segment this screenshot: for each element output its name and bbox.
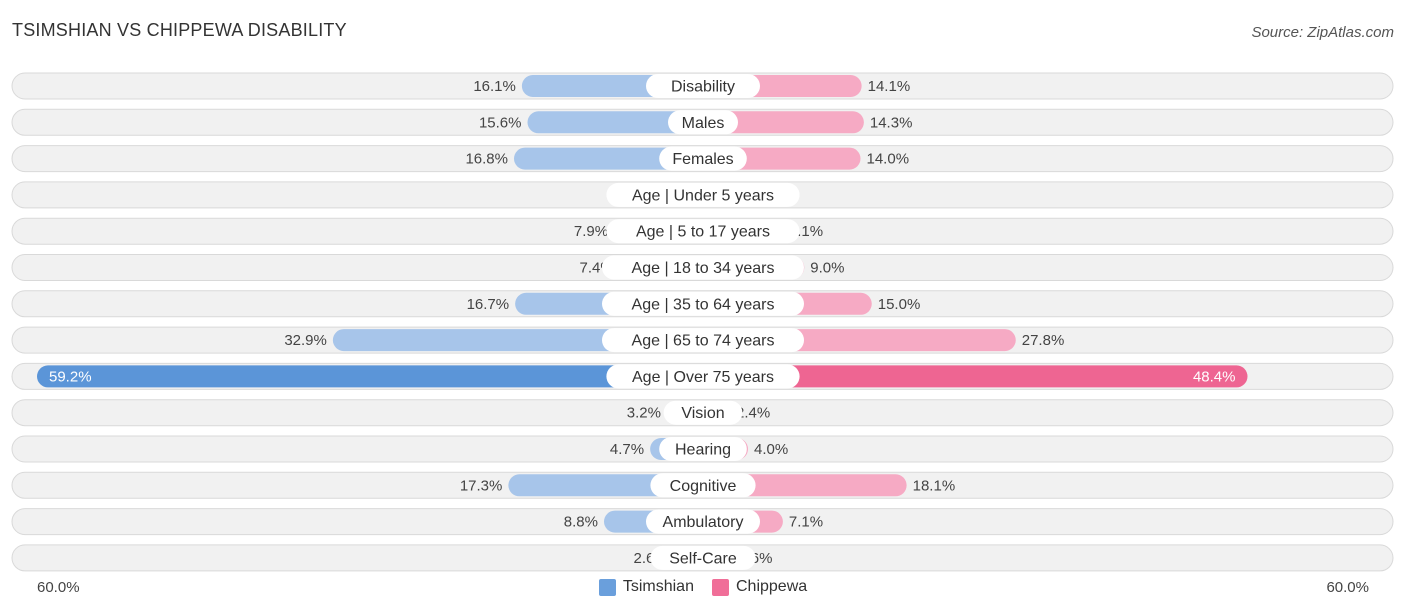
- category-label-age-18-to-34-years: Age | 18 to 34 years: [632, 260, 775, 277]
- category-pill-age-65-to-74-years: [602, 328, 804, 353]
- category-pill-hearing: [659, 437, 747, 461]
- legend-item-chippewa: Chippewa: [711, 578, 808, 596]
- value-label-tsimshian-vision: 3.2%: [627, 405, 661, 422]
- category-label-males: Males: [682, 115, 725, 132]
- axis-left-label: 60.0%: [37, 579, 80, 596]
- axis-right-label: 60.0%: [1326, 579, 1369, 596]
- category-pill-age-18-to-34-years: [602, 255, 804, 280]
- value-label-chippewa-disability: 14.1%: [868, 78, 911, 95]
- value-label-tsimshian-cognitive: 17.3%: [460, 477, 503, 494]
- category-pill-females: [659, 146, 747, 171]
- value-label-tsimshian-age-35-to-64-years: 16.7%: [467, 296, 510, 313]
- category-label-cognitive: Cognitive: [670, 478, 737, 495]
- category-label-age-5-to-17-years: Age | 5 to 17 years: [636, 224, 770, 241]
- chart-title: TSIMSHIAN VS CHIPPEWA DISABILITY: [12, 20, 347, 40]
- bar-tsimshian-males: [527, 111, 703, 134]
- category-pill-age-under-5-years: [606, 182, 800, 207]
- value-label-tsimshian-hearing: 4.7%: [610, 441, 644, 458]
- value-label-tsimshian-age-65-to-74-years: 32.9%: [284, 332, 327, 349]
- category-pill-ambulatory: [646, 509, 760, 534]
- legend-item-tsimshian: Tsimshian: [598, 578, 694, 596]
- source-note: Source: ZipAtlas.com: [1251, 24, 1394, 41]
- category-label-females: Females: [672, 151, 733, 168]
- value-label-tsimshian-disability: 16.1%: [473, 78, 516, 95]
- value-label-tsimshian-ambulatory: 8.8%: [564, 514, 598, 531]
- value-label-chippewa-vision: 2.4%: [736, 405, 770, 422]
- category-label-vision: Vision: [681, 405, 724, 422]
- category-label-age-under-5-years: Age | Under 5 years: [632, 187, 774, 204]
- legend-label-tsimshian: Tsimshian: [622, 578, 694, 595]
- category-pill-age-5-to-17-years: [606, 219, 800, 244]
- legend: Tsimshian Chippewa: [0, 578, 1406, 596]
- value-label-chippewa-males: 14.3%: [870, 114, 913, 131]
- category-label-age-over-75-years: Age | Over 75 years: [632, 369, 774, 386]
- value-label-chippewa-age-18-to-34-years: 9.0%: [810, 260, 844, 277]
- category-pill-age-35-to-64-years: [602, 291, 804, 316]
- category-pill-disability: [646, 74, 760, 98]
- category-label-disability: Disability: [671, 79, 735, 96]
- value-label-tsimshian-males: 15.6%: [479, 114, 522, 131]
- category-label-hearing: Hearing: [675, 442, 731, 459]
- category-label-age-65-to-74-years: Age | 65 to 74 years: [632, 333, 775, 350]
- value-label-chippewa-age-35-to-64-years: 15.0%: [878, 296, 921, 313]
- value-label-tsimshian-age-over-75-years: 59.2%: [49, 368, 92, 385]
- bar-tsimshian-age-over-75-years: [37, 365, 703, 388]
- value-label-chippewa-age-65-to-74-years: 27.8%: [1022, 332, 1065, 349]
- category-pill-self-care: [650, 545, 756, 570]
- legend-swatch-chippewa: [711, 578, 729, 596]
- category-pill-males: [668, 110, 738, 135]
- category-pill-cognitive: [650, 473, 756, 498]
- legend-swatch-tsimshian: [598, 578, 616, 596]
- bar-chippewa-males: [703, 111, 864, 134]
- value-label-tsimshian-females: 16.8%: [465, 151, 508, 168]
- value-label-chippewa-cognitive: 18.1%: [913, 477, 956, 494]
- value-label-chippewa-ambulatory: 7.1%: [789, 514, 823, 531]
- legend-label-chippewa: Chippewa: [735, 578, 808, 595]
- bar-tsimshian-females: [514, 147, 703, 170]
- category-pill-age-over-75-years: [606, 364, 800, 389]
- value-label-chippewa-females: 14.0%: [867, 151, 910, 168]
- category-label-age-35-to-64-years: Age | 35 to 64 years: [632, 296, 775, 313]
- value-label-chippewa-hearing: 4.0%: [754, 441, 788, 458]
- category-pill-vision: [663, 400, 743, 425]
- value-label-chippewa-age-over-75-years: 48.4%: [1193, 368, 1236, 385]
- value-label-tsimshian-age-5-to-17-years: 7.9%: [574, 223, 608, 240]
- bar-chippewa-age-over-75-years: [703, 365, 1248, 388]
- category-label-ambulatory: Ambulatory: [663, 514, 744, 531]
- category-label-self-care: Self-Care: [669, 550, 737, 567]
